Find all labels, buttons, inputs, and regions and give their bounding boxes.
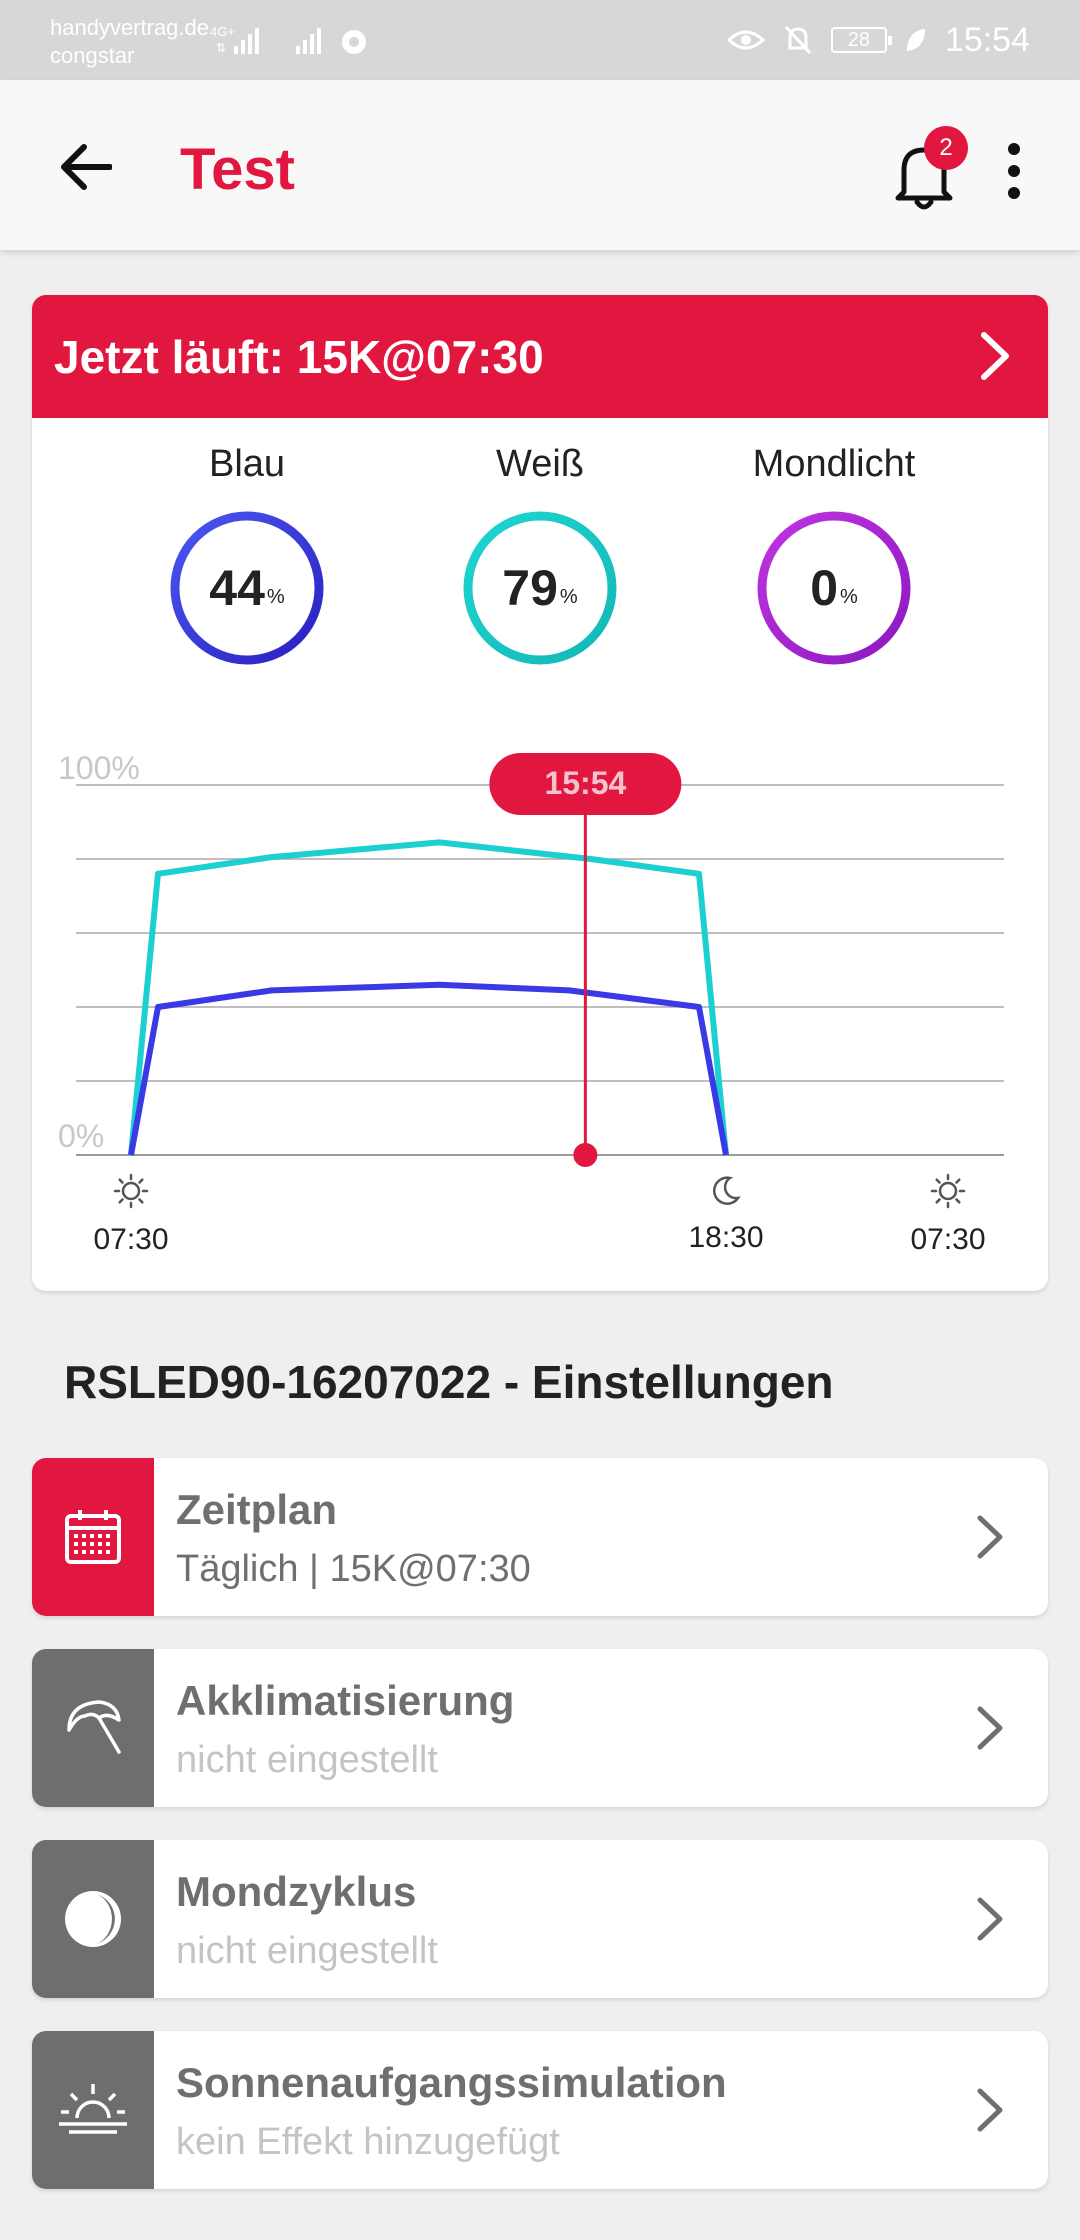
chevron-right-icon (972, 1892, 1006, 1951)
x-tick-label: 18:30 (688, 1221, 763, 1254)
now-running-title: Jetzt läuft: 15K@07:30 (54, 330, 544, 383)
eye-icon (726, 30, 765, 50)
x-tick-label: 07:30 (93, 1223, 168, 1256)
channel-ring: 79% (460, 508, 620, 668)
carrier-name-2: congstar (50, 43, 135, 68)
gauge-ring-stroke (757, 511, 911, 665)
channel-gauge: Weiß 79% (420, 443, 660, 668)
signal-icon: 4G+ ⇅ (210, 24, 366, 55)
more-vert-icon (1008, 143, 1020, 199)
battery-indicator: 28 (830, 27, 892, 53)
settings-row-title: Zeitplan (176, 1486, 338, 1533)
svg-text:4G+: 4G+ (210, 24, 235, 39)
chevron-right-icon (981, 332, 1009, 380)
channel-value-unit: % (559, 585, 578, 608)
channel-value: 0% (754, 508, 914, 668)
channel-label: Mondlicht (752, 443, 916, 485)
gauge-ring-stroke (463, 511, 617, 665)
settings-row-akklimatisierung[interactable]: Akklimatisierung nicht eingestellt (32, 1649, 1048, 1807)
back-arrow-icon (61, 144, 112, 190)
sun-icon (113, 1173, 149, 1209)
chevron-right-icon (972, 1510, 1006, 1569)
notifications-button[interactable]: 2 (890, 126, 970, 210)
chevron-right-icon (972, 2083, 1006, 2142)
carrier-name-1: handyvertrag.de (50, 15, 209, 40)
chevron-right-icon (972, 1701, 1006, 1760)
settings-row-subtitle: nicht eingestellt (176, 1739, 438, 1781)
channel-gauge: Blau 44% (127, 443, 367, 668)
moon-phase-icon (32, 1840, 154, 1998)
now-running-card: Jetzt läuft: 15K@07:30 Blau 44% Weiß 79% Mon… (32, 295, 1048, 1291)
current-time-badge (489, 753, 682, 815)
settings-row-sonnenaufgangssimulation[interactable]: Sonnenaufgangssimulation kein Effekt hinz… (32, 2031, 1048, 2189)
settings-row-title: Akklimatisierung (176, 1677, 515, 1724)
leaf-icon (906, 29, 925, 51)
notification-badge: 2 (924, 126, 968, 170)
channel-value-number: 79 (502, 560, 558, 616)
channel-value-number: 44 (209, 560, 265, 616)
channel-value: 79% (460, 508, 620, 668)
current-time-label: 15:54 (544, 765, 626, 801)
back-button[interactable] (50, 132, 120, 202)
channel-ring: 0% (754, 508, 914, 668)
channel-ring: 44% (167, 508, 327, 668)
current-time-dot (573, 1143, 598, 1167)
mute-bell-icon (784, 25, 812, 55)
channel-value: 44% (167, 508, 327, 668)
y-axis-bottom-label: 0% (58, 1118, 104, 1154)
gauge-ring-stroke (170, 511, 324, 665)
settings-row-title: Mondzyklus (176, 1868, 417, 1915)
moon-icon (713, 1176, 741, 1205)
settings-row-subtitle: kein Effekt hinzugefügt (176, 2121, 560, 2163)
more-options-button[interactable] (990, 136, 1038, 206)
status-right: 28 15:54 (726, 18, 1030, 62)
svg-text:⇅: ⇅ (216, 41, 226, 55)
settings-row-mondzyklus[interactable]: Mondzyklus nicht eingestellt (32, 1840, 1048, 1998)
channel-value-number: 0 (810, 560, 838, 616)
settings-row-zeitplan[interactable]: Zeitplan Täglich | 15K@07:30 (32, 1458, 1048, 1616)
settings-section-title: RSLED90-16207022 - Einstellungen (64, 1356, 834, 1408)
sunrise-icon (32, 2031, 154, 2189)
page-title: Test (180, 137, 295, 202)
calendar-icon (32, 1458, 154, 1616)
light-schedule-chart: 100% 0% 15:54 07:30 18:30 07:30 (58, 750, 1004, 1256)
channel-gauge: Mondlicht 0% (714, 443, 954, 668)
x-tick-label: 07:30 (910, 1223, 985, 1256)
status-bar: handyvertrag.de congstar 4G+ ⇅ 28 15:54 (0, 0, 1080, 80)
series-line (128, 981, 729, 1156)
sun-icon (930, 1173, 966, 1209)
umbrella-icon (32, 1649, 154, 1807)
y-axis-top-label: 100% (58, 750, 140, 786)
channel-value-unit: % (840, 585, 858, 608)
channel-value-unit: % (266, 585, 285, 608)
settings-row-subtitle: nicht eingestellt (176, 1930, 438, 1972)
channel-label: Weiß (496, 443, 584, 485)
status-time: 15:54 (944, 20, 1030, 59)
carrier-info: handyvertrag.de congstar (50, 14, 209, 70)
settings-row-title: Sonnenaufgangssimulation (176, 2059, 727, 2106)
channel-label: Blau (208, 443, 286, 485)
series-line (128, 839, 729, 1156)
app-bar: Test 2 (0, 80, 1080, 250)
settings-row-subtitle: Täglich | 15K@07:30 (176, 1548, 531, 1590)
now-running-header[interactable]: Jetzt läuft: 15K@07:30 (32, 295, 1048, 418)
